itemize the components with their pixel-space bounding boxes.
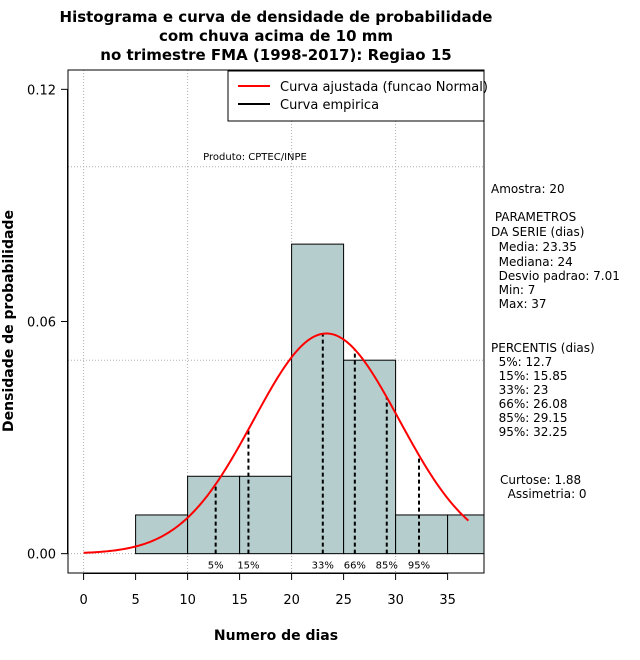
legend: Curva ajustada (funcao Normal) Curva emp… [227,70,488,122]
stats-percentis-heading: PERCENTIS (dias) [491,341,595,355]
percentile-label: 15% [237,561,259,572]
y-tick-label: 0.12 [27,83,56,98]
chart-title: Histograma e curva de densidade de proba… [60,8,493,64]
legend-box [227,70,485,122]
percentile-label: 5% [208,561,224,572]
y-tick-label: 0.06 [27,316,56,331]
x-axis-title: Numero de dias [214,628,338,644]
stats-p85: 85%: 29.15 [491,411,568,425]
x-tick-label: 25 [335,593,352,608]
x-tick-label: 30 [387,593,404,608]
stats-p95: 95%: 32.25 [491,425,568,439]
stats-kurtosis: Curtose: 1.88 [500,473,581,487]
histogram-bar [187,475,241,555]
title-line-2: com chuva acima de 10 mm [159,27,393,45]
histogram-bar [135,514,189,555]
stats-min: Min: 7 [491,283,535,297]
stats-panel: Amostra: 20 PARAMETROS DA SERIE (dias) M… [491,182,620,501]
x-tick-label: 5 [131,593,139,608]
histogram-bars [135,243,485,555]
percentile-label: 66% [344,561,366,572]
stats-mean: Media: 23.35 [491,240,577,254]
stats-params-subheading: DA SERIE (dias) [491,225,584,239]
x-tick-label: 35 [439,593,456,608]
stats-sd: Desvio padrao: 7.01 [491,269,620,283]
x-tick-label: 15 [231,593,248,608]
stats-p66: 66%: 26.08 [491,397,568,411]
percentile-lines [214,333,420,554]
histogram-bar [291,243,345,555]
x-axis: 0 5 10 15 20 25 30 35 [79,573,456,608]
histogram-bar [343,359,397,555]
legend-label-empirical: Curva empirica [280,98,379,113]
x-tick-label: 10 [179,593,196,608]
stats-max: Max: 37 [491,297,547,311]
x-tick-label: 0 [79,593,87,608]
histogram-bar [239,475,293,555]
stats-params-heading: PARAMETROS [491,210,576,224]
y-axis: 0.00 0.06 0.12 [27,83,68,563]
stats-sample: Amostra: 20 [491,182,565,196]
y-tick-label: 0.00 [27,548,56,563]
title-line-3: no trimestre FMA (1998-2017): Regiao 15 [100,46,451,64]
y-axis-title: Densidade de probabilidade [1,210,17,432]
percentile-label: 33% [312,561,334,572]
stats-p5: 5%: 12.7 [491,355,552,369]
histogram-bar [447,514,485,555]
percentile-labels: 5% 15% 33% 66% 85% 95% [208,561,430,572]
stats-median: Mediana: 24 [491,255,573,269]
product-note: Produto: CPTEC/INPE [203,152,307,163]
percentile-label: 85% [376,561,398,572]
percentile-label: 95% [408,561,430,572]
stats-p15: 15%: 15.85 [491,369,568,383]
x-tick-label: 20 [283,593,300,608]
normal-curve-line [83,332,470,554]
histogram-bar [395,514,449,555]
stats-p33: 33%: 23 [491,383,548,397]
stats-skewness: Assimetria: 0 [500,487,587,501]
title-line-1: Histograma e curva de densidade de proba… [60,8,493,26]
legend-label-normal: Curva ajustada (funcao Normal) [280,80,488,95]
